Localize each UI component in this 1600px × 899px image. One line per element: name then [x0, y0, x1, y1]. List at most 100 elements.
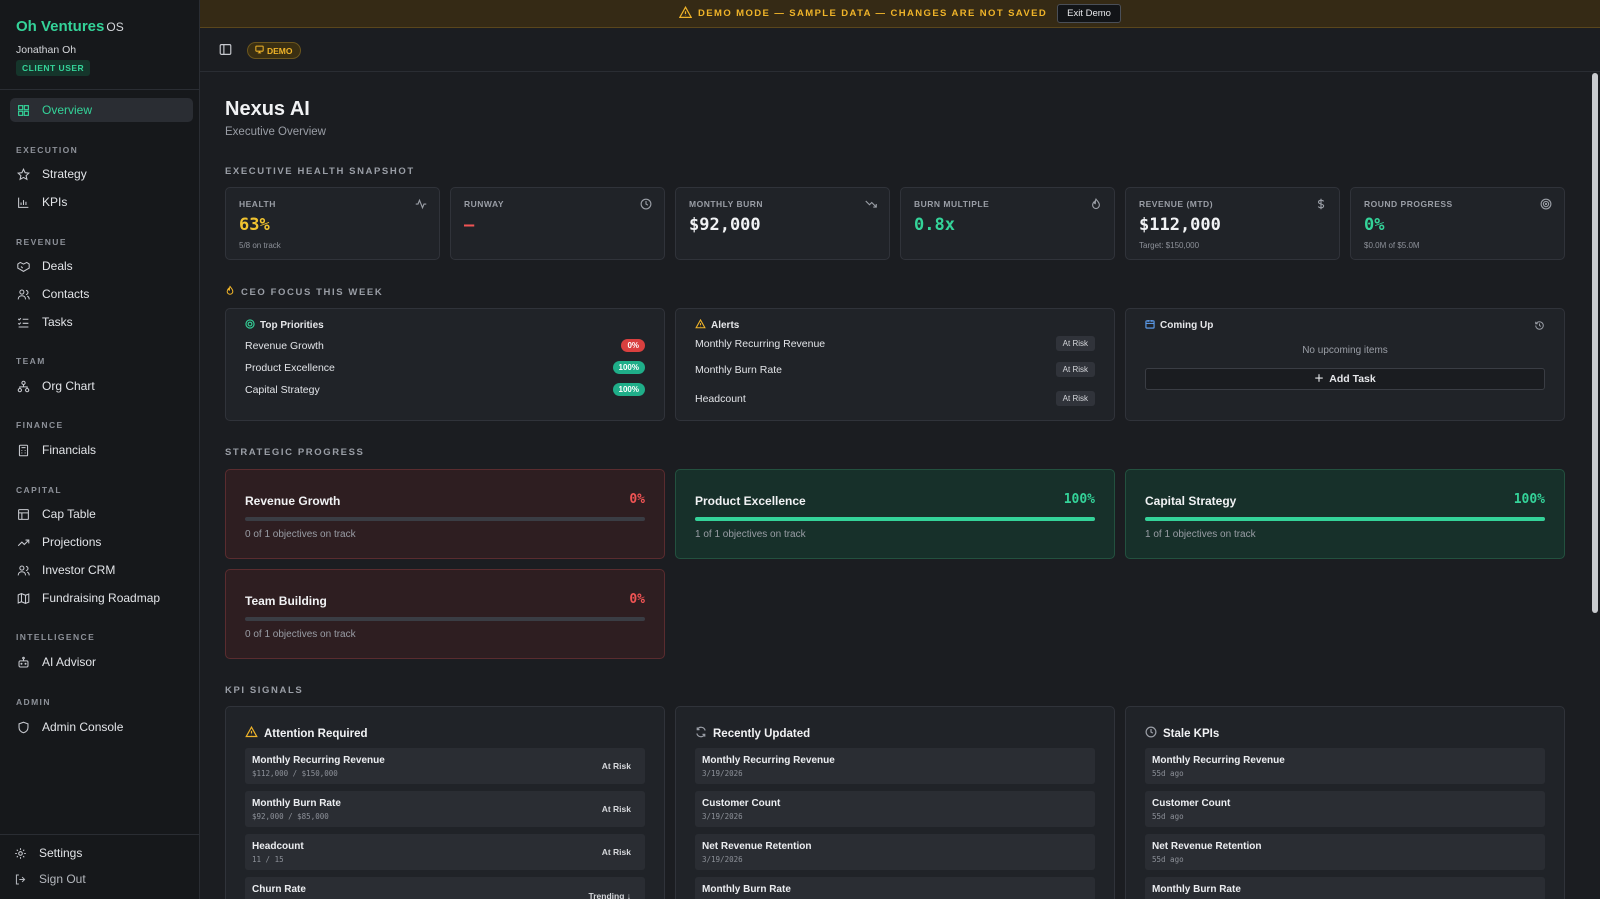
priority-row[interactable]: Capital Strategy 100%: [245, 383, 645, 396]
kpi-row[interactable]: Monthly Burn Rate: [1145, 877, 1545, 899]
sidebar-item-tasks[interactable]: Tasks: [10, 310, 193, 334]
alert-status: At Risk: [1055, 336, 1095, 351]
sidebar-item-investor-crm[interactable]: Investor CRM: [10, 558, 193, 582]
priority-percent: 0%: [621, 339, 645, 352]
alert-row[interactable]: Headcount At Risk: [695, 391, 1095, 406]
kpi-name: Headcount: [252, 841, 304, 852]
trending-down-icon: [865, 198, 877, 210]
progress-bar: [1145, 517, 1545, 521]
warning-icon: [695, 318, 706, 332]
kpi-status: At Risk: [601, 847, 631, 857]
history-icon[interactable]: [1534, 319, 1545, 334]
progress-percent: 100%: [1513, 492, 1545, 507]
progress-card-product-excellence[interactable]: Product Excellence 100% 1 of 1 objective…: [675, 469, 1115, 559]
panel-title: Top Priorities: [260, 320, 324, 331]
priorities-panel: Top Priorities Revenue Growth 0% Product…: [225, 308, 665, 421]
kpi-name: Net Revenue Retention: [702, 841, 812, 852]
kpi-row[interactable]: Customer Count 3/19/2026: [695, 791, 1095, 827]
kpi-row[interactable]: Monthly Burn Rate: [695, 877, 1095, 899]
kpi-name: Monthly Burn Rate: [1152, 884, 1241, 895]
sidebar-item-ai-advisor[interactable]: AI Advisor: [10, 650, 193, 674]
progress-percent: 0%: [629, 592, 645, 607]
metric-value: 0.8x: [914, 215, 955, 235]
sidebar-item-contacts[interactable]: Contacts: [10, 282, 193, 306]
progress-card-capital-strategy[interactable]: Capital Strategy 100% 1 of 1 objectives …: [1125, 469, 1565, 559]
sidebar-item-deals[interactable]: Deals: [10, 254, 193, 278]
add-task-label: Add Task: [1329, 373, 1376, 385]
sidebar-item-settings[interactable]: Settings: [7, 841, 190, 865]
exit-demo-button[interactable]: Exit Demo: [1057, 4, 1121, 23]
panel-header: Recently Updated: [695, 726, 810, 741]
kpi-status: At Risk: [601, 761, 631, 771]
kpi-row[interactable]: Monthly Recurring Revenue 3/19/2026: [695, 748, 1095, 784]
warning-icon: [245, 725, 258, 741]
progress-card-revenue-growth[interactable]: Revenue Growth 0% 0 of 1 objectives on t…: [225, 469, 665, 559]
sidebar-item-cap-table[interactable]: Cap Table: [10, 502, 193, 526]
priority-percent: 100%: [612, 361, 645, 374]
nav-section-team: TEAM: [16, 356, 46, 366]
alert-status: At Risk: [1055, 391, 1095, 406]
priority-name: Product Excellence: [245, 361, 335, 374]
panel-title: Stale KPIs: [1163, 727, 1220, 740]
section-title-health: EXECUTIVE HEALTH SNAPSHOT: [225, 166, 415, 177]
progress-card-team-building[interactable]: Team Building 0% 0 of 1 objectives on tr…: [225, 569, 665, 659]
sidebar-divider: [0, 89, 200, 90]
panel-title: Alerts: [711, 320, 740, 331]
kpi-detail: 55d ago: [1152, 812, 1184, 821]
progress-subtext: 1 of 1 objectives on track: [695, 529, 806, 540]
alert-row[interactable]: Monthly Burn Rate At Risk: [695, 362, 1095, 377]
section-title-progress: STRATEGIC PROGRESS: [225, 447, 365, 458]
handshake-icon: [16, 259, 30, 273]
kpi-row[interactable]: Net Revenue Retention 3/19/2026: [695, 834, 1095, 870]
warning-icon: [678, 5, 693, 22]
priority-row[interactable]: Revenue Growth 0%: [245, 339, 645, 352]
target-icon: [245, 319, 255, 332]
sidebar-item-label: Investor CRM: [42, 563, 116, 577]
metric-card-burn-multiple: BURN MULTIPLE 0.8x: [900, 187, 1115, 260]
scrollbar[interactable]: [1592, 73, 1598, 899]
sidebar-item-label: Cap Table: [42, 507, 96, 521]
priority-row[interactable]: Product Excellence 100%: [245, 361, 645, 374]
nav-section-execution: EXECUTION: [16, 145, 79, 155]
kpi-row[interactable]: Net Revenue Retention 55d ago: [1145, 834, 1545, 870]
alert-row[interactable]: Monthly Recurring Revenue At Risk: [695, 336, 1095, 351]
shield-icon: [16, 720, 30, 734]
sidebar-item-org-chart[interactable]: Org Chart: [10, 374, 193, 398]
sidebar-item-fundraising-roadmap[interactable]: Fundraising Roadmap: [10, 586, 193, 610]
kpi-row[interactable]: Monthly Burn Rate $92,000 / $85,000 At R…: [245, 791, 645, 827]
section-title-label: CEO FOCUS THIS WEEK: [241, 286, 384, 298]
kpi-name: Monthly Recurring Revenue: [702, 755, 835, 766]
metric-value: 0%: [1364, 215, 1385, 235]
scrollbar-thumb[interactable]: [1592, 73, 1598, 613]
sign-out-button[interactable]: Sign Out: [7, 867, 190, 891]
metric-label: ROUND PROGRESS: [1364, 199, 1453, 209]
sidebar-toggle-icon[interactable]: [219, 43, 233, 57]
alerts-panel: Alerts Monthly Recurring Revenue At Risk…: [675, 308, 1115, 421]
sidebar-item-strategy[interactable]: Strategy: [10, 162, 193, 186]
sidebar-item-admin-console[interactable]: Admin Console: [10, 715, 193, 739]
add-task-button[interactable]: Add Task: [1145, 368, 1545, 390]
sidebar-item-financials[interactable]: Financials: [10, 438, 193, 462]
sidebar-item-label: Settings: [39, 846, 83, 860]
kpi-detail: $92,000 / $85,000: [252, 812, 329, 821]
sidebar-item-label: Strategy: [42, 167, 87, 181]
brand-logo[interactable]: Oh Ventures OS: [16, 18, 124, 35]
sidebar-item-label: Admin Console: [42, 720, 124, 734]
metric-label: REVENUE (MTD): [1139, 199, 1214, 209]
sidebar-item-kpis[interactable]: KPIs: [10, 190, 193, 214]
sidebar-item-projections[interactable]: Projections: [10, 530, 193, 554]
metric-card-revenue: REVENUE (MTD) $112,000 Target: $150,000: [1125, 187, 1340, 260]
kpi-row[interactable]: Customer Count 55d ago: [1145, 791, 1545, 827]
sidebar-item-overview[interactable]: Overview: [10, 98, 193, 122]
kpi-row[interactable]: Churn Rate Trending ↓: [245, 877, 645, 899]
sidebar-item-label: Projections: [42, 535, 102, 549]
page-title: Nexus AI: [225, 98, 310, 120]
kpi-status: At Risk: [601, 804, 631, 814]
kpi-detail: 3/19/2026: [702, 855, 743, 864]
kpi-row[interactable]: Headcount 11 / 15 At Risk: [245, 834, 645, 870]
flame-icon: [225, 285, 235, 299]
plus-icon: [1314, 373, 1324, 386]
demo-badge: DEMO: [247, 42, 301, 59]
kpi-row[interactable]: Monthly Recurring Revenue $112,000 / $15…: [245, 748, 645, 784]
kpi-row[interactable]: Monthly Recurring Revenue 55d ago: [1145, 748, 1545, 784]
